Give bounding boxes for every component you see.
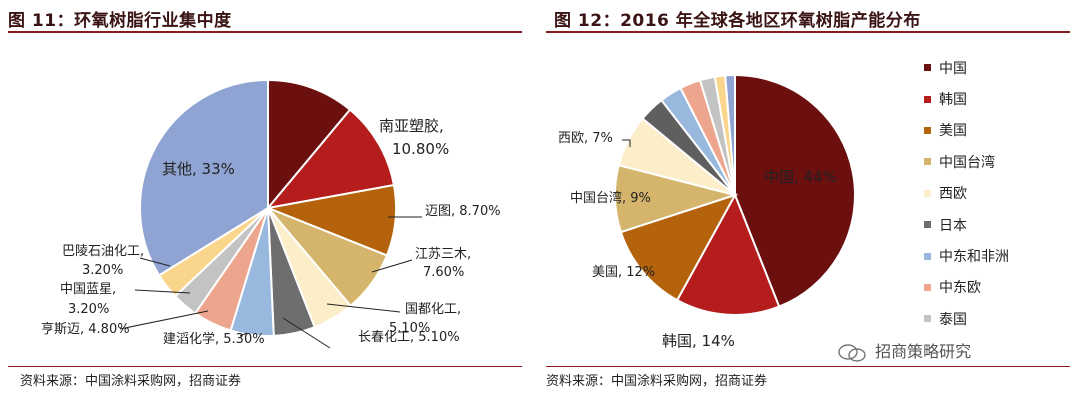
chart-legend: 中国韩国美国中国台湾西欧日本中东和非洲中东欧泰国: [924, 52, 1009, 335]
leader-line: [282, 317, 331, 349]
slice-label: 巴陵石油化工,: [62, 244, 144, 259]
leader-line: [239, 332, 248, 337]
slice-label: 国都化工,: [405, 302, 461, 317]
legend-label: 美国: [939, 123, 967, 140]
slice-label: 建滔化学, 5.30%: [163, 331, 265, 347]
legend-item: 韩国: [924, 83, 1009, 114]
slice-label: 3.20%: [68, 302, 109, 317]
watermark: 招商策略研究: [838, 338, 971, 362]
slice-label: 3.20%: [82, 263, 123, 278]
source-rule: [546, 366, 1070, 367]
figure-11-title: 图 11：环氧树脂行业集中度: [8, 11, 232, 31]
legend-label: 中东和非洲: [939, 249, 1009, 266]
slice-label: 江苏三木,: [415, 246, 471, 262]
source-rule: [8, 366, 522, 367]
legend-swatch: [924, 158, 931, 166]
figure-12-title: 图 12：2016 年全球各地区环氧树脂产能分布: [554, 11, 921, 31]
legend-label: 中国: [939, 60, 967, 77]
pie-slice: [265, 108, 396, 210]
pie-slice: [724, 73, 736, 196]
legend-label: 韩国: [939, 92, 967, 109]
slice-label: 亨斯迈, 4.80%: [41, 321, 130, 337]
wechat-icon: [838, 343, 866, 362]
leader-line: [119, 310, 209, 330]
figure-12-source: 资料来源：中国涂料采购网，招商证券: [546, 374, 768, 389]
concentration-pie-chart: 南亚塑胶, 10.80% 迈图, 8.70% 江苏三木, 7.60% 国都化工, 5.10%…: [41, 78, 501, 349]
legend-swatch: [924, 95, 931, 103]
pie-slice: [734, 73, 856, 308]
leader-line: [139, 257, 171, 267]
figure-11-panel: 图 11：环氧树脂行业集中度 南亚塑胶, 10.80% 迈图, 8.70% 江苏三木,…: [0, 0, 528, 401]
legend-label: 中国台湾: [939, 154, 995, 171]
legend-swatch: [924, 252, 931, 260]
figure-11-source: 资料来源：中国涂料采购网，招商证券: [20, 374, 242, 389]
legend-label: 泰国: [939, 311, 967, 328]
leader-line: [134, 289, 191, 294]
slice-label: 中国蓝星,: [60, 282, 116, 297]
pie-slice: [675, 192, 781, 316]
legend-item: 日本: [924, 209, 1009, 240]
pie-slice: [619, 193, 738, 302]
legend-label: 中东欧: [939, 280, 981, 297]
legend-item: 西欧: [924, 178, 1009, 209]
title-rule: [546, 31, 1070, 33]
slice-label: 韩国, 14%: [662, 332, 735, 350]
slice-label: 西欧, 7%: [558, 131, 613, 146]
legend-swatch: [924, 283, 931, 291]
legend-swatch: [924, 126, 931, 134]
legend-swatch: [924, 315, 931, 323]
leader-line: [371, 259, 413, 273]
slice-label: 中国台湾, 9%: [570, 190, 651, 206]
slice-label: 迈图, 8.70%: [425, 204, 501, 219]
watermark-text: 招商策略研究: [875, 342, 972, 361]
legend-item: 中东欧: [924, 272, 1009, 303]
slice-label: 美国, 12%: [592, 265, 655, 280]
legend-item: 美国: [924, 115, 1009, 146]
legend-item: 泰国: [924, 303, 1009, 334]
slice-label: 中国, 44%: [764, 168, 837, 186]
slice-label: 5.10%: [389, 321, 430, 336]
slice-label: 南亚塑胶,: [379, 117, 444, 135]
legend-label: 西欧: [939, 186, 967, 203]
legend-swatch: [924, 189, 931, 197]
capacity-pie-chart: 中国, 44% 韩国, 14% 美国, 12% 中国台湾, 9% 西欧, 7%: [558, 73, 856, 350]
leader-line: [622, 139, 631, 147]
pie-slice: [139, 78, 269, 277]
legend-swatch: [924, 221, 931, 229]
slice-label: 长春化工, 5.10%: [358, 330, 460, 345]
figure-12-panel: 图 12：2016 年全球各地区环氧树脂产能分布 中国, 44% 韩国, 14% 美…: [546, 0, 1080, 401]
title-rule: [8, 31, 522, 33]
slice-label: 10.80%: [392, 140, 449, 158]
pie-slice: [267, 78, 352, 211]
legend-swatch: [924, 64, 931, 72]
leader-line: [326, 303, 401, 313]
legend-item: 中国台湾: [924, 146, 1009, 177]
legend-label: 日本: [939, 217, 967, 234]
slice-label: 其他, 33%: [162, 160, 235, 178]
legend-item: 中国: [924, 52, 1009, 83]
slice-label: 7.60%: [423, 265, 464, 280]
legend-item: 中东和非洲: [924, 240, 1009, 271]
